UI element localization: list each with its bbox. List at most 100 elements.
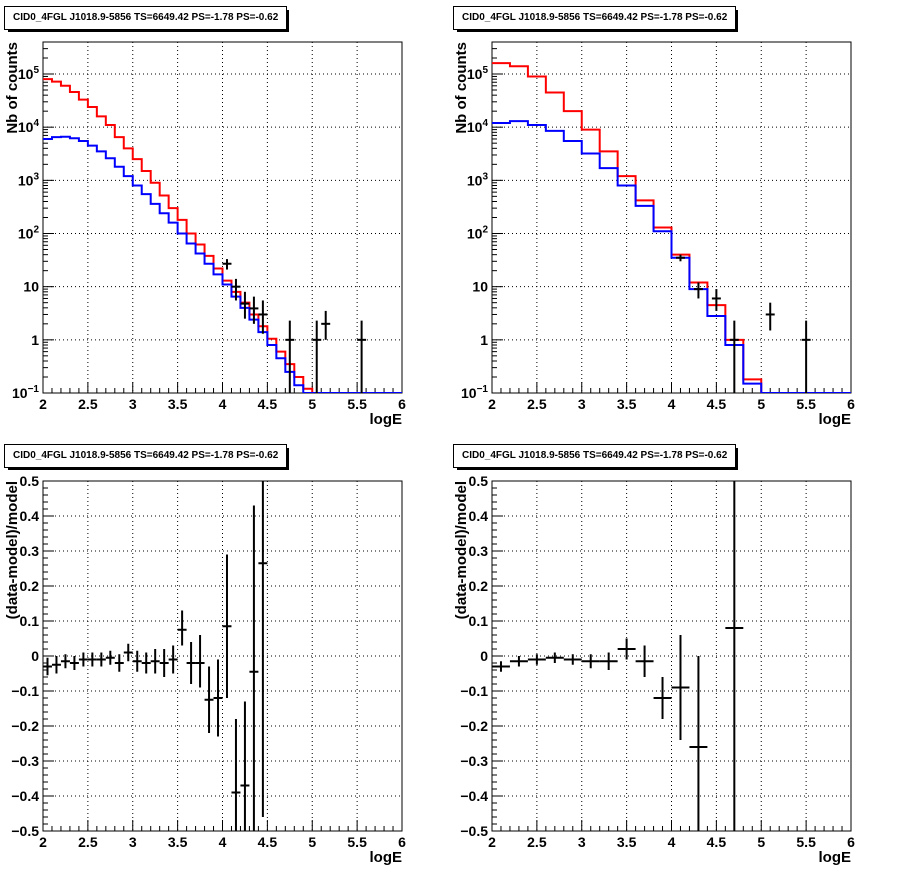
y-tick-label: −0.1 — [460, 683, 488, 699]
chart-4-svg: 2 2.5 3 3.5 4 4.5 5 5.5 6 −0.5 −0.4 −0.3 −0.2 −0.1 0 0.… — [453, 473, 855, 866]
series-step-line-1 — [492, 62, 851, 393]
y-tick-label: −0.4 — [460, 788, 488, 804]
y-tick-label: 1 — [480, 332, 488, 348]
y-tick-label: 10 — [472, 279, 488, 295]
y-tick-label: −0.5 — [11, 823, 39, 839]
data-point — [581, 654, 600, 669]
x-tick-label: 4 — [668, 396, 676, 412]
data-point — [78, 652, 88, 667]
data-point — [509, 656, 528, 667]
data-point — [240, 701, 250, 831]
x-tick-label: 6 — [847, 834, 855, 850]
data-point — [285, 320, 295, 393]
y-tick-label: 104 — [467, 118, 489, 135]
x-axis-title: logE — [370, 849, 403, 866]
data-point — [240, 291, 250, 319]
y-tick-label: 0.5 — [20, 473, 40, 489]
y-tick-label: 1 — [31, 332, 39, 348]
x-tick-label: 4 — [668, 834, 676, 850]
y-tick-label: 105 — [467, 65, 489, 82]
data-layer — [43, 78, 402, 393]
x-axis-title: logE — [370, 411, 403, 428]
y-tick-label: −0.3 — [11, 753, 39, 769]
x-tick-label: 2.5 — [527, 396, 547, 412]
y-tick-label: 0.4 — [20, 508, 40, 524]
y-tick-label: 102 — [18, 225, 40, 242]
data-point — [105, 650, 115, 665]
x-tick-label: 5 — [757, 834, 765, 850]
data-point — [765, 302, 775, 331]
chart-title: CID0_4FGL J1018.9-5856 TS=6649.42 PS=-1.… — [453, 6, 739, 32]
y-tick-label: 102 — [467, 225, 489, 242]
x-tick-label: 4.5 — [707, 834, 727, 850]
data-point — [222, 259, 232, 270]
y-tick-label: 0.3 — [20, 543, 40, 559]
x-tick-label: 3 — [129, 396, 137, 412]
chart-1-svg: 2 2.5 3 3.5 4 4.5 5 5.5 6 10−1 1 10 102 103 104 105 logE… — [4, 41, 406, 428]
x-tick-label: 3.5 — [617, 396, 637, 412]
y-tick-label: 0.5 — [469, 473, 489, 489]
y-tick-label: 10−1 — [12, 384, 39, 401]
x-tick-label: 2 — [488, 834, 496, 850]
y-tick-label: 0.4 — [469, 508, 489, 524]
x-tick-label: 4 — [219, 396, 227, 412]
y-tick-label: 10 — [23, 279, 39, 295]
y-tick-label: 0 — [31, 648, 39, 664]
x-tick-label: 5.5 — [796, 834, 816, 850]
y-tick-label: 0.2 — [20, 578, 40, 594]
grid — [492, 481, 851, 831]
data-point — [617, 638, 636, 660]
x-tick-label: 3.5 — [168, 834, 188, 850]
data-point — [801, 320, 811, 393]
y-tick-label: 10−1 — [461, 384, 488, 401]
series-step-line-1 — [43, 78, 402, 393]
data-point — [213, 659, 223, 737]
data-point — [51, 656, 61, 674]
grid — [43, 481, 402, 831]
x-tick-label: 2.5 — [78, 834, 98, 850]
x-tick-label: 5 — [757, 396, 765, 412]
data-point — [599, 652, 618, 670]
y-tick-label: −0.2 — [460, 718, 488, 734]
data-point — [87, 652, 97, 667]
y-tick-label: 104 — [18, 118, 40, 135]
data-point — [195, 635, 205, 688]
x-tick-label: 2.5 — [78, 396, 98, 412]
data-point — [60, 654, 70, 669]
chart-title: CID0_4FGL J1018.9-5856 TS=6649.42 PS=-1.… — [453, 444, 739, 470]
x-tick-label: 5.5 — [796, 396, 816, 412]
y-tick-label: 0.1 — [20, 613, 40, 629]
data-point — [729, 320, 739, 393]
y-tick-label: −0.3 — [460, 753, 488, 769]
axis-ticks — [491, 480, 852, 832]
data-point — [312, 320, 322, 393]
chart-title: CID0_4FGL J1018.9-5856 TS=6649.42 PS=-1.… — [4, 444, 290, 470]
x-axis-title: logE — [819, 411, 852, 428]
data-point — [222, 554, 232, 698]
x-tick-label: 5 — [308, 396, 316, 412]
y-tick-label: −0.2 — [11, 718, 39, 734]
data-layer — [43, 481, 268, 831]
data-point — [492, 661, 510, 672]
data-point — [231, 719, 241, 831]
data-point — [231, 278, 241, 301]
y-tick-label: 0.1 — [469, 613, 489, 629]
data-point — [545, 652, 564, 663]
series-step-line-2 — [43, 135, 402, 393]
grid — [43, 42, 402, 393]
data-point — [563, 654, 582, 665]
y-axis-title: (data-model)/model — [453, 481, 470, 619]
chart-panel-4: CID0_4FGL J1018.9-5856 TS=6649.42 PS=-1.… — [449, 437, 898, 875]
chart-panel-3: CID0_4FGL J1018.9-5856 TS=6649.42 PS=-1.… — [0, 437, 449, 875]
x-tick-label: 4.5 — [258, 834, 278, 850]
data-point — [258, 481, 268, 817]
data-point — [635, 645, 654, 677]
y-tick-label: −0.1 — [11, 683, 39, 699]
y-tick-label: 103 — [18, 171, 40, 188]
data-point — [527, 654, 546, 665]
data-point — [249, 296, 259, 324]
data-point — [725, 481, 744, 831]
x-tick-label: 6 — [847, 396, 855, 412]
x-tick-label: 3 — [129, 834, 137, 850]
y-tick-label: 103 — [467, 171, 489, 188]
